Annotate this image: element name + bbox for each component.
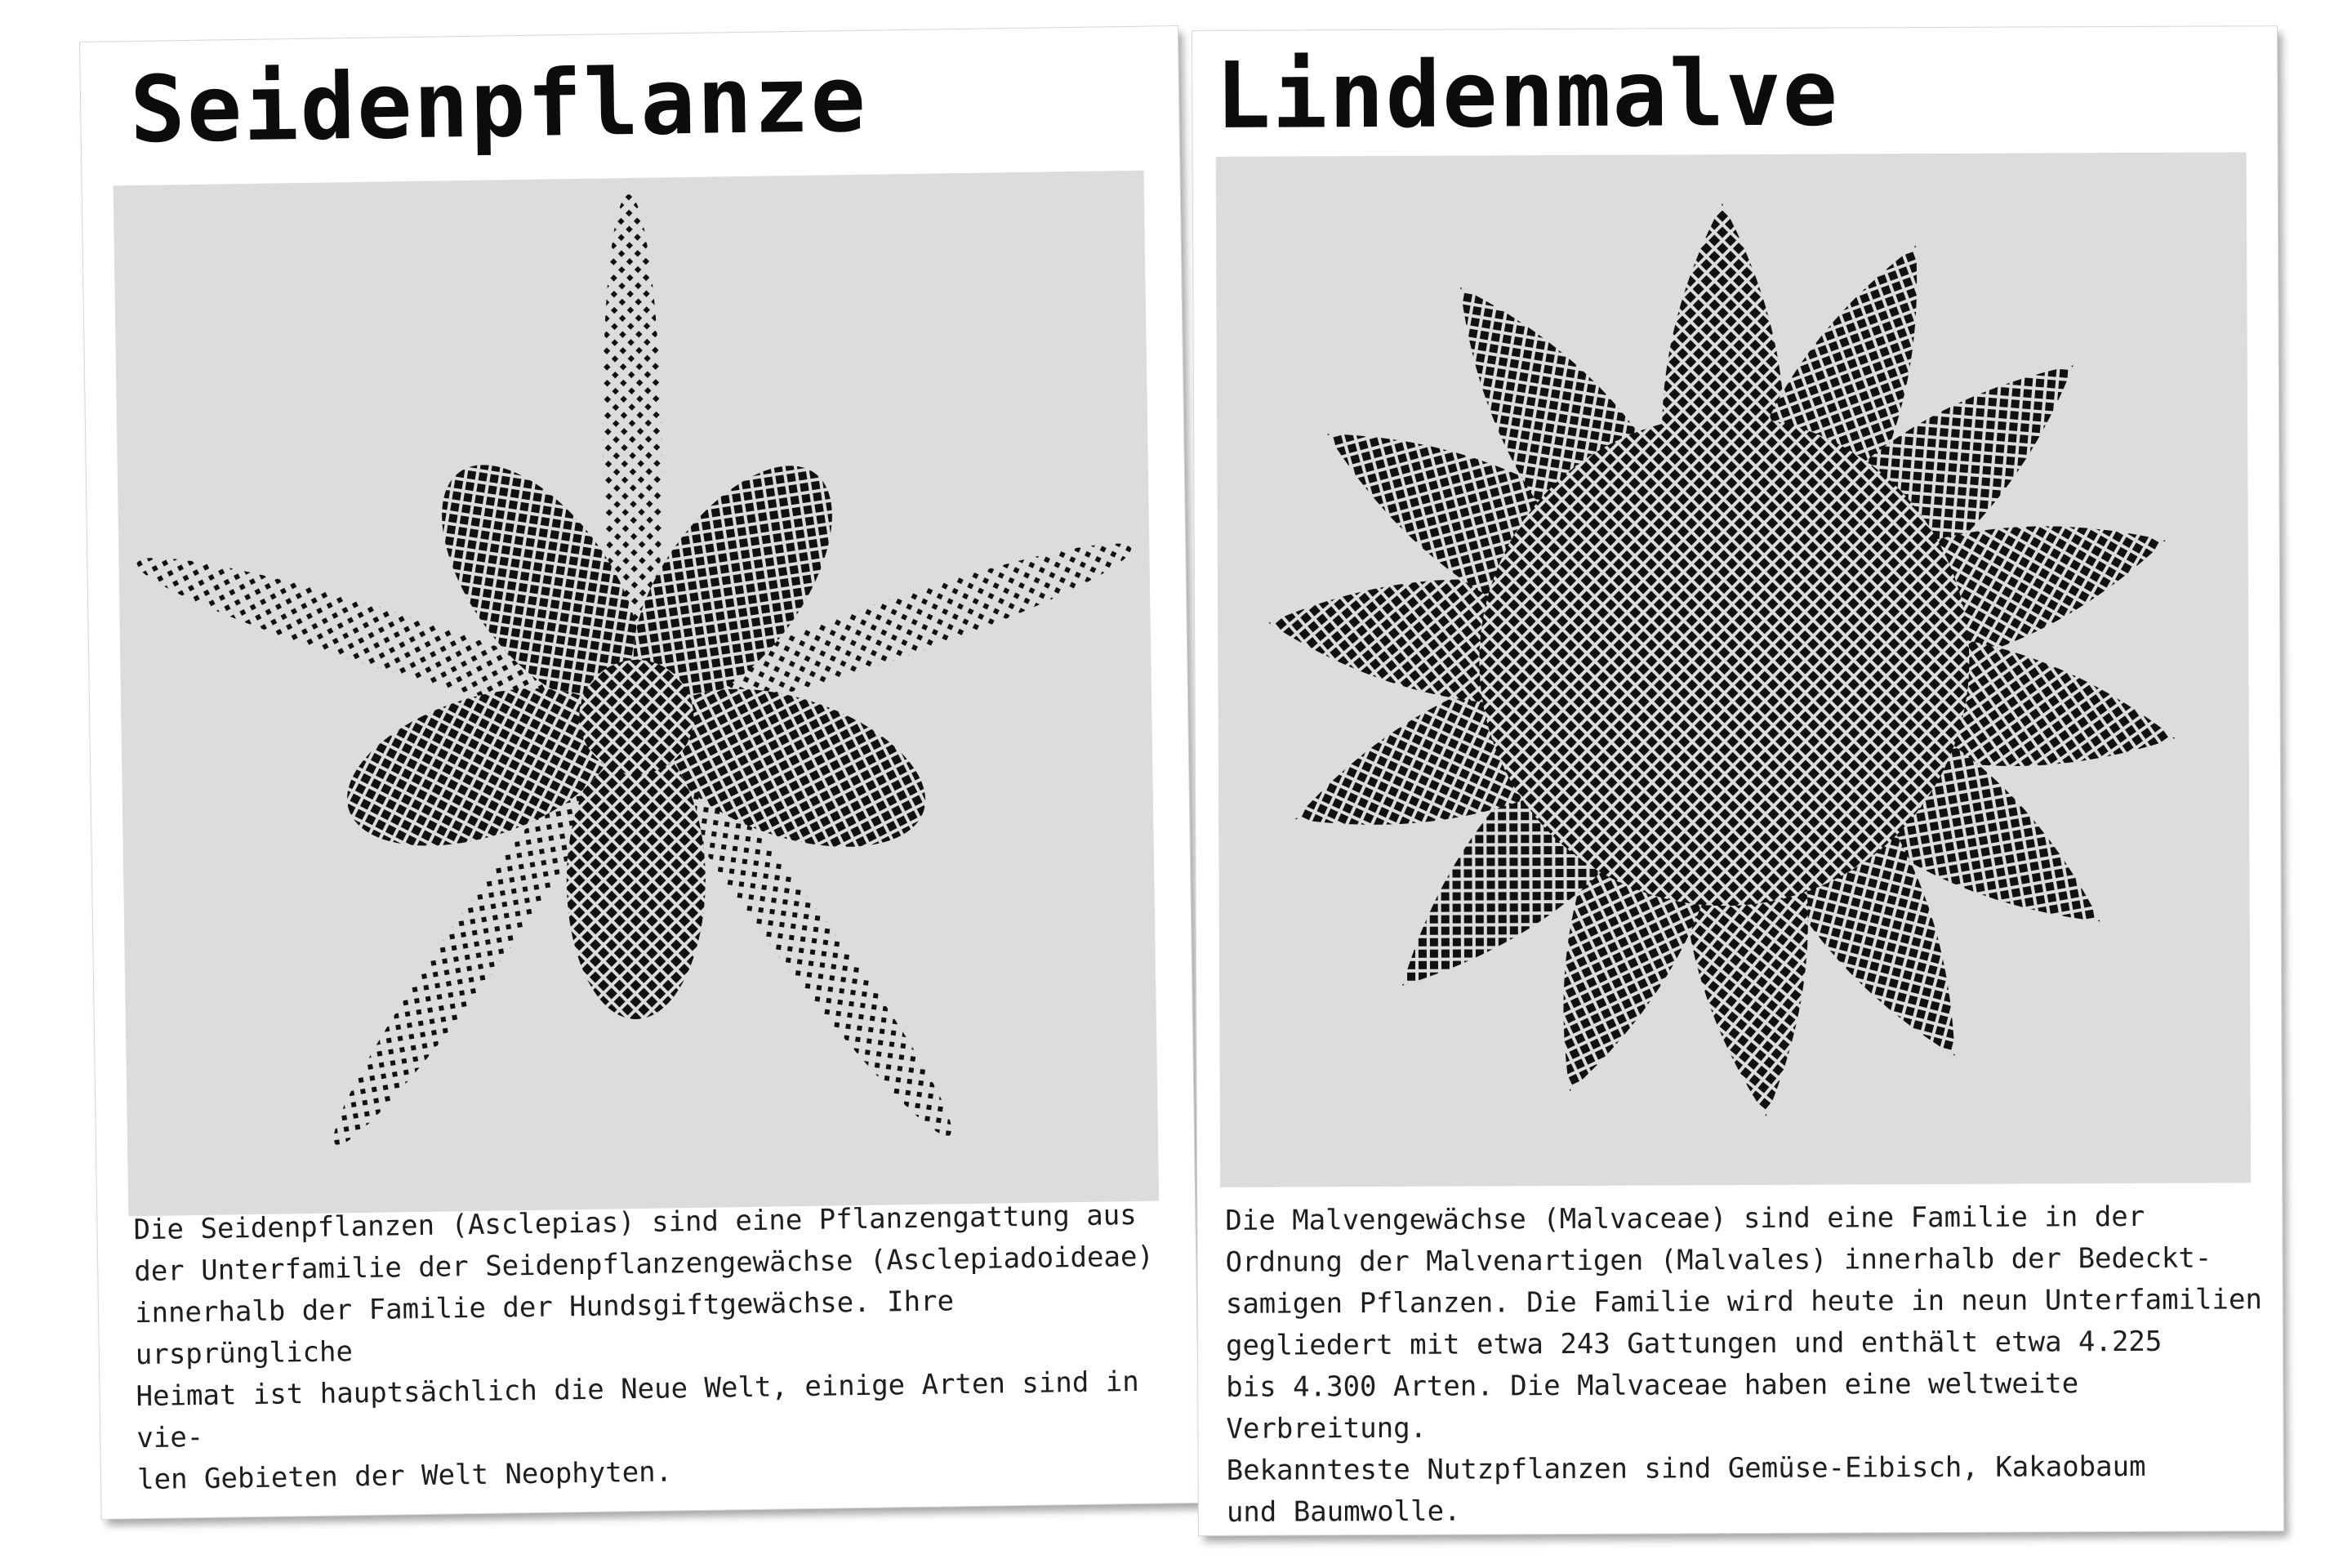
plant-card-lindenmalve: Lindenmalve Die Malvengewächse (M [1192, 26, 2284, 1535]
card-description: Die Malvengewächse (Malvaceae) sind eine… [1225, 1200, 2263, 1529]
leaf [347, 688, 615, 846]
leaf [333, 729, 630, 1146]
rosette-center [1479, 416, 1970, 906]
leaf [442, 465, 640, 705]
leaf [644, 729, 952, 1137]
rosette-center [579, 659, 694, 774]
leaf [657, 688, 926, 847]
leaf [136, 558, 621, 718]
leaf [603, 194, 662, 701]
leaf [633, 466, 832, 705]
seidenpflanze-leaves-halftone-icon [136, 194, 1132, 1146]
lindenmalve-rosette-halftone-icon [1268, 203, 2176, 1116]
card-title: Seidenpflanze [129, 46, 868, 164]
plant-card-seidenpflanze: Seidenpflanze Die Seidenpflanzen (Asclep… [80, 26, 1200, 1519]
leaf [652, 543, 1132, 717]
plant-photo [113, 170, 1160, 1217]
card-title: Lindenmalve [1215, 40, 1840, 149]
plant-photo [1215, 152, 2252, 1187]
card-description: Die Seidenpflanzen (Asclepias) sind eine… [133, 1198, 1155, 1497]
leaf [566, 741, 706, 1019]
